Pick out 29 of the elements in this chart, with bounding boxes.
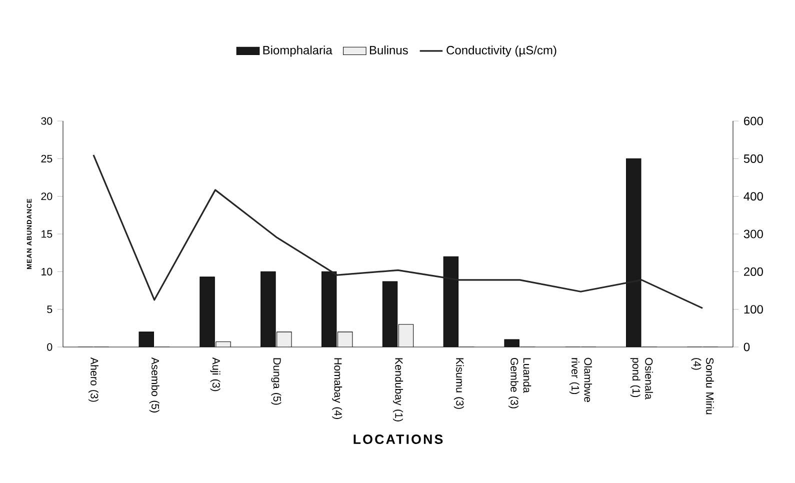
y-tick-label: 5 bbox=[47, 306, 52, 314]
x-tick-label: Osienala pond (1) bbox=[630, 358, 653, 400]
y2-tick-label: 400 bbox=[744, 192, 763, 201]
x-tick-label: Kisumu (3) bbox=[454, 358, 464, 409]
x-tick-label: Sondu Miriu (4) bbox=[691, 358, 714, 414]
y-tick-label: 25 bbox=[41, 154, 52, 162]
x-tick-label: Olambwe river (1) bbox=[569, 358, 592, 402]
y2-tick-label: 500 bbox=[744, 154, 763, 163]
y2-tick-label: 100 bbox=[744, 305, 763, 314]
legend-label: Conductivity (µS/cm) bbox=[446, 46, 556, 57]
x-tick-label: Asembo (5) bbox=[149, 357, 160, 412]
x-tick-label: Dunga (5) bbox=[271, 358, 282, 405]
x-tick-label: Luanda Gembe (3) bbox=[508, 358, 532, 408]
x-axis-title: LOCATIONS bbox=[354, 434, 443, 444]
y-tick-label: 0 bbox=[47, 343, 52, 351]
y2-tick-label: 0 bbox=[744, 342, 750, 352]
y-tick-label: 10 bbox=[42, 268, 52, 276]
y-tick-label: 30 bbox=[41, 117, 52, 125]
y2-tick-label: 200 bbox=[744, 267, 763, 276]
y2-tick-label: 600 bbox=[744, 116, 763, 126]
y-tick-label: 20 bbox=[41, 192, 52, 200]
legend-label: Bulinus bbox=[370, 46, 408, 54]
y2-tick-label: 300 bbox=[744, 230, 763, 238]
y-tick-label: 15 bbox=[42, 230, 52, 238]
x-tick-label: Auji (3) bbox=[210, 357, 220, 392]
x-tick-label: Kendubay (1) bbox=[393, 358, 403, 422]
x-tick-label: Ahero (3) bbox=[88, 357, 98, 402]
x-tick-label: Homabay (4) bbox=[332, 358, 342, 419]
legend-label: Biomphalaria bbox=[263, 46, 332, 57]
